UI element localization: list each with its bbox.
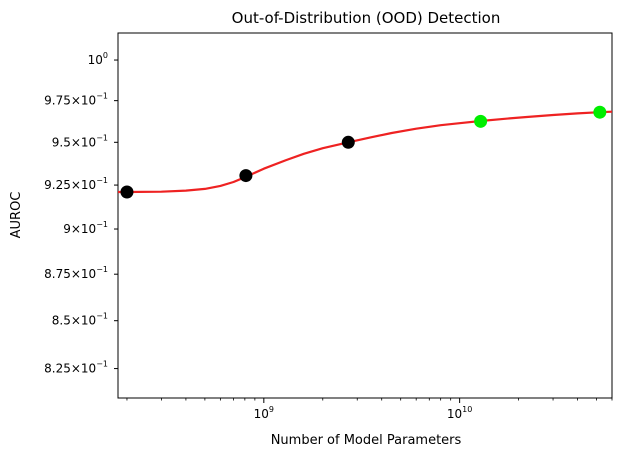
y-tick-label-base: 10 — [81, 222, 96, 236]
y-tick-label-base: 10 — [81, 362, 96, 376]
y-tick-label-mantissa: 9.5 — [52, 135, 71, 149]
x-tick-label: 1010 — [447, 405, 472, 421]
y-tick-label: 9.5×10−1 — [52, 133, 108, 149]
y-tick-label-exponent: −1 — [96, 312, 108, 321]
y-tick-label-times: × — [71, 94, 81, 108]
y-tick-label-mantissa: 8.75 — [44, 267, 71, 281]
y-tick-label-mantissa: 8.25 — [44, 362, 71, 376]
y-tick-label: 9×10−1 — [63, 220, 108, 236]
y-tick-label-exponent: −1 — [96, 133, 108, 142]
x-tick-label-base: 10 — [447, 407, 462, 421]
y-tick-label-times: × — [71, 135, 81, 149]
plot-area: 109 10101009.75×10−19.5×10−19.25×10−19×10… — [44, 32, 613, 421]
x-tick-label-base: 10 — [254, 407, 269, 421]
y-tick-label-times: × — [71, 267, 81, 281]
y-tick-label-exponent: −1 — [96, 265, 108, 274]
x-tick-label: 109 — [254, 405, 274, 421]
y-tick-label: 8.25×10−1 — [44, 360, 108, 376]
data-point — [593, 105, 607, 119]
y-tick-label-times: × — [71, 178, 81, 192]
y-tick-label-base: 10 — [81, 94, 96, 108]
y-tick-label-base: 10 — [88, 53, 103, 67]
y-tick-label-times: × — [71, 314, 81, 328]
y-tick-label-exponent: −1 — [96, 176, 108, 185]
data-point — [120, 185, 134, 199]
y-tick-label-exponent: −1 — [96, 220, 108, 229]
x-tick-label-exponent: 10 — [462, 405, 472, 414]
y-tick-label: 8.5×10−1 — [52, 312, 108, 328]
y-tick-label-times: × — [71, 222, 81, 236]
y-tick-label: 9.75×10−1 — [44, 92, 108, 108]
y-tick-label-exponent: 0 — [103, 51, 108, 60]
y-tick-label-mantissa: 8.5 — [52, 314, 71, 328]
data-point — [474, 114, 488, 128]
y-tick-label-base: 10 — [81, 178, 96, 192]
y-tick-label-times: × — [71, 362, 81, 376]
plot-frame — [117, 32, 613, 399]
y-tick-label-base: 10 — [81, 314, 96, 328]
y-tick-label: 100 — [88, 51, 108, 67]
y-tick-label-exponent: −1 — [96, 360, 108, 369]
x-tick-label-exponent: 9 — [269, 405, 274, 414]
x-axis-label: Number of Model Parameters — [271, 433, 462, 448]
y-axis-label: AUROC — [9, 192, 24, 239]
y-tick-label-mantissa: 9 — [63, 222, 71, 236]
data-point — [239, 169, 253, 183]
chart-title: Out-of-Distribution (OOD) Detection — [232, 9, 501, 27]
fit-curve — [118, 110, 613, 194]
y-tick-label-base: 10 — [81, 267, 96, 281]
y-tick-label-mantissa: 9.75 — [44, 94, 71, 108]
y-tick-label-base: 10 — [81, 135, 96, 149]
y-tick-label-exponent: −1 — [96, 92, 108, 101]
data-point — [341, 135, 355, 149]
y-tick-label: 9.25×10−1 — [44, 176, 108, 192]
y-tick-label: 8.75×10−1 — [44, 265, 108, 281]
y-tick-label-mantissa: 9.25 — [44, 178, 71, 192]
